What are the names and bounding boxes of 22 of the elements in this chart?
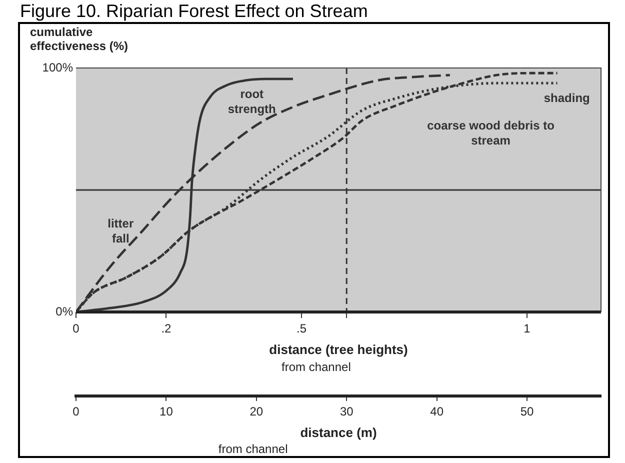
chart-title: Figure 10. Riparian Forest Effect on Stream: [20, 1, 368, 22]
x2-tick-label: 40: [430, 404, 444, 419]
x2-tick-label: 50: [520, 404, 534, 419]
text: from channel: [282, 360, 351, 374]
y-tick-label: 0%: [56, 304, 74, 318]
x2-tick-label: 0: [72, 404, 80, 419]
text: from channel: [218, 442, 288, 456]
series-label: root strength: [228, 86, 276, 116]
x-tick-label: .5: [296, 322, 307, 336]
y-tick-label: 100%: [42, 60, 74, 74]
series-label: litter fall: [108, 216, 134, 246]
y-axis-title: cumulative effectiveness (%): [30, 25, 130, 53]
series-label: coarse wood debris to stream: [427, 118, 554, 148]
x2-tick-label: 30: [340, 404, 354, 419]
series-label: shading: [544, 90, 590, 105]
x2-tick-label: 20: [250, 404, 264, 419]
x2-tick-label: 10: [160, 404, 174, 419]
x-tick-label: .2: [161, 322, 172, 336]
x-axis-title: distance (tree heights): [269, 342, 408, 357]
x-tick-label: 1: [524, 322, 531, 336]
x2-axis-title: distance (m): [300, 424, 377, 440]
x-tick-label: 0: [72, 322, 80, 336]
